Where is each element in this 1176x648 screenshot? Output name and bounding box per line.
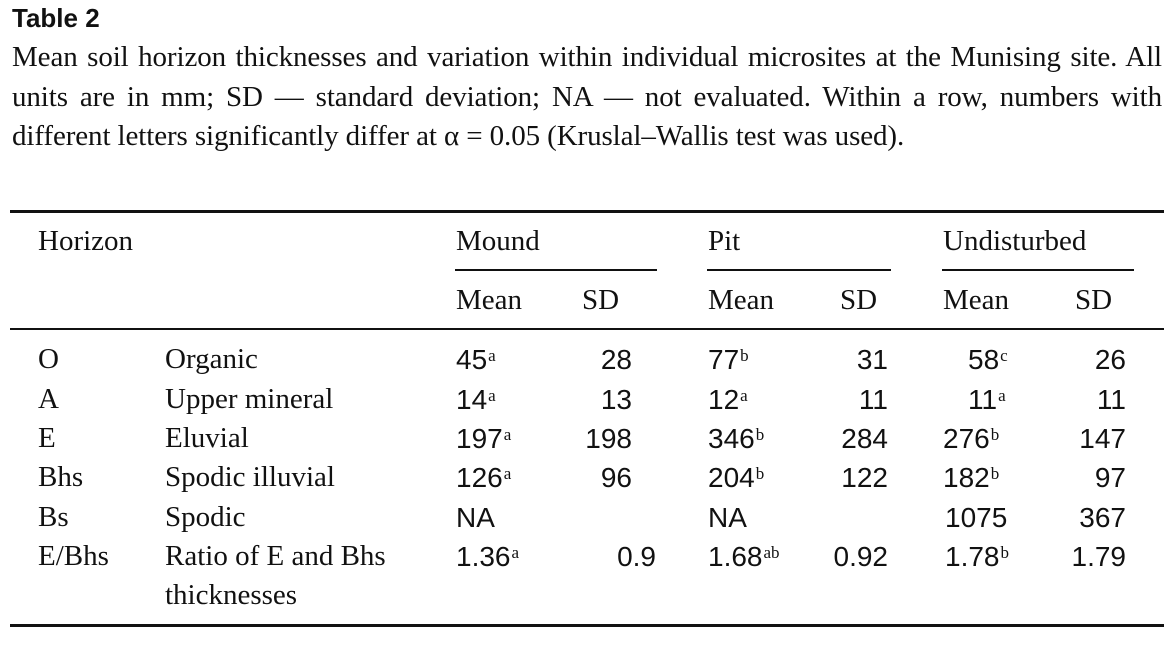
row-description: Eluvial [165, 422, 249, 454]
row-description-continued: thicknesses [165, 579, 298, 611]
pit-mean-cell: NA [708, 502, 747, 533]
row-description: Organic [165, 343, 258, 375]
mound-sd-cell: 198 [585, 423, 632, 454]
mound-sd-cell: 13 [600, 384, 632, 415]
row-description: Spodic illuvial [165, 461, 335, 493]
und-sd-cell: 11 [1096, 384, 1126, 415]
header-group-undisturbed: Undisturbed [943, 225, 1087, 257]
mound-mean-cell: NA [456, 502, 495, 533]
significance-letter: a [998, 386, 1006, 405]
row-description: Upper mineral [165, 383, 334, 415]
pit-subrule [707, 269, 891, 271]
header-horizon: Horizon [38, 225, 134, 257]
header-group-mound: Mound [456, 225, 540, 257]
und-mean-cell: 58c [968, 344, 1008, 375]
pit-sd-cell: 31 [856, 344, 888, 375]
header-und-mean: Mean [943, 284, 1010, 316]
row-code: E/Bhs [38, 540, 109, 572]
significance-letter: a [511, 543, 520, 562]
row-code: Bs [38, 501, 69, 533]
und-mean-cell: 276b [943, 423, 1000, 454]
significance-letter: ab [763, 543, 780, 562]
undisturbed-subrule [942, 269, 1134, 271]
row-code: E [38, 422, 56, 454]
und-sd-cell: 97 [1094, 462, 1126, 493]
mound-mean-cell: 126a [456, 462, 512, 493]
und-mean-cell: 11a [968, 384, 1006, 415]
header-mound-mean: Mean [456, 284, 523, 316]
significance-letter: b [1000, 543, 1010, 562]
header-pit-sd: SD [840, 284, 878, 316]
mound-mean-cell: 197a [456, 423, 512, 454]
significance-letter: b [755, 464, 765, 483]
mound-sd-cell: 0.9 [617, 541, 656, 572]
header-mound-sd: SD [582, 284, 620, 316]
und-sd-cell: 147 [1079, 423, 1126, 454]
table-caption: Mean soil horizon thicknesses and variat… [12, 41, 1162, 152]
significance-letter: a [488, 386, 496, 405]
row-code: A [38, 383, 59, 415]
pit-mean-cell: 77b [708, 344, 749, 375]
bottom-rule [10, 624, 1164, 627]
pit-mean-cell: 1.68ab [708, 541, 780, 572]
und-mean-cell: 1.78b [945, 541, 1010, 572]
row-description: Ratio of E and Bhs [165, 540, 386, 572]
significance-letter: a [488, 346, 496, 365]
top-rule [10, 210, 1164, 213]
significance-letter: b [990, 425, 1000, 444]
row-description: Spodic [165, 501, 246, 533]
pit-sd-cell: 0.92 [833, 541, 889, 572]
pit-sd-cell: 11 [858, 384, 888, 415]
row-code: O [38, 343, 59, 375]
und-sd-cell: 1.79 [1071, 541, 1127, 572]
pit-mean-cell: 204b [708, 462, 765, 493]
pit-mean-cell: 346b [708, 423, 765, 454]
header-pit-mean: Mean [708, 284, 775, 316]
significance-letter: c [1000, 346, 1008, 365]
und-mean-cell: 182b [943, 462, 1000, 493]
header-und-sd: SD [1075, 284, 1113, 316]
row-code: Bhs [38, 461, 84, 493]
mound-subrule [455, 269, 657, 271]
und-sd-cell: 26 [1094, 344, 1126, 375]
header-rule [10, 328, 1164, 330]
pit-sd-cell: 122 [841, 462, 888, 493]
significance-letter: a [503, 464, 512, 483]
mound-mean-cell: 45a [456, 344, 496, 375]
mound-mean-cell: 14a [456, 384, 496, 415]
header-group-pit: Pit [708, 225, 741, 257]
significance-letter: b [990, 464, 1000, 483]
table-label: Table 2 [12, 3, 100, 33]
pit-sd-cell: 284 [841, 423, 888, 454]
und-mean-cell: 1075 [945, 502, 1008, 533]
und-sd-cell: 367 [1079, 502, 1126, 533]
mound-sd-cell: 96 [600, 462, 632, 493]
mound-sd-cell: 28 [600, 344, 632, 375]
significance-letter: b [740, 346, 749, 365]
significance-letter: a [740, 386, 748, 405]
significance-letter: b [755, 425, 765, 444]
mound-mean-cell: 1.36a [456, 541, 520, 572]
pit-mean-cell: 12a [708, 384, 748, 415]
significance-letter: a [503, 425, 512, 444]
